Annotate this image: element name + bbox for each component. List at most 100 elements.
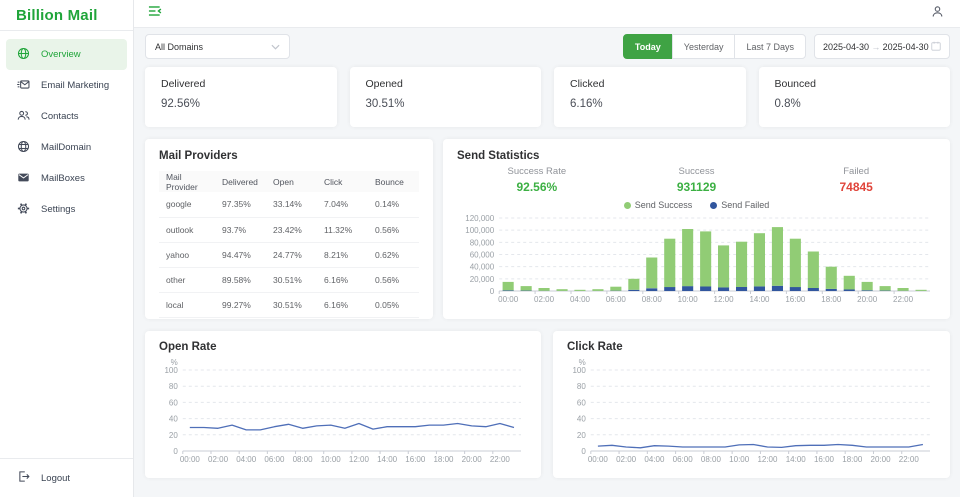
- svg-text:08:00: 08:00: [701, 455, 722, 464]
- summary-value: 74845: [839, 180, 873, 194]
- sidebar-item-contacts[interactable]: Contacts: [6, 101, 127, 132]
- legend-dot-success: [623, 201, 631, 209]
- campaign-icon: [17, 78, 30, 94]
- svg-text:40,000: 40,000: [470, 263, 495, 272]
- svg-text:20: 20: [577, 431, 586, 440]
- stat-cards-row: Delivered 92.56% Opened 30.51% Clicked 6…: [145, 67, 950, 127]
- svg-text:14:00: 14:00: [749, 295, 770, 304]
- svg-text:20,000: 20,000: [470, 275, 495, 284]
- svg-text:04:00: 04:00: [570, 295, 591, 304]
- cell: 11.32%: [317, 217, 368, 243]
- range-button-yesterday[interactable]: Yesterday: [671, 34, 736, 59]
- range-button-last-7-days[interactable]: Last 7 Days: [734, 34, 806, 59]
- logout-label: Logout: [41, 472, 71, 484]
- svg-text:%: %: [171, 358, 178, 367]
- svg-text:08:00: 08:00: [293, 455, 314, 464]
- cell: 8.21%: [317, 242, 368, 268]
- cell: 94.47%: [215, 242, 266, 268]
- open-rate-title: Open Rate: [159, 341, 217, 353]
- date-end[interactable]: 2025-04-30: [882, 41, 929, 52]
- user-icon[interactable]: [931, 5, 944, 23]
- sidebar-item-mailboxes[interactable]: MailBoxes: [6, 163, 127, 194]
- stat-label: Clicked: [570, 78, 605, 90]
- middle-row: Mail Providers Mail Provider Delivered O…: [145, 139, 950, 319]
- sidebar: Billion Mail Overview Email Marketing Co…: [0, 0, 134, 497]
- summary-label: Success Rate: [507, 166, 567, 177]
- col-header: Mail Provider: [159, 171, 215, 192]
- domain-select[interactable]: All Domains: [145, 34, 290, 59]
- svg-text:16:00: 16:00: [814, 455, 835, 464]
- summary-value: 92.56%: [516, 180, 558, 194]
- svg-text:06:00: 06:00: [606, 295, 627, 304]
- sidebar-item-label: Overview: [41, 49, 81, 60]
- cell: 0.14%: [368, 192, 419, 218]
- sidebar-item-settings[interactable]: Settings: [6, 194, 127, 225]
- col-header: Delivered: [215, 171, 266, 192]
- svg-text:0: 0: [581, 447, 586, 456]
- svg-text:02:00: 02:00: [616, 455, 637, 464]
- svg-text:22:00: 22:00: [899, 455, 920, 464]
- sidebar-item-overview[interactable]: Overview: [6, 39, 127, 70]
- range-button-today[interactable]: Today: [622, 34, 673, 59]
- click-rate-chart: 0 20 40 60 80 100 00:00 02:00 04:00 06:00 08:00 10:…: [567, 355, 936, 465]
- cell: 89.58%: [215, 267, 266, 293]
- filter-row: All Domains Today Yesterday Last 7 Days …: [145, 34, 950, 59]
- collapse-menu-icon[interactable]: [148, 4, 162, 23]
- calendar-icon: [931, 41, 941, 53]
- open-rate-card: Open Rate 0 20 40 60 80 100 00:00 02:00 04:00 06:…: [145, 331, 541, 478]
- cell: 30.51%: [266, 267, 317, 293]
- svg-text:18:00: 18:00: [821, 295, 842, 304]
- sidebar-menu: Overview Email Marketing Contacts MailDo…: [0, 31, 133, 225]
- summary-label: Success: [678, 166, 715, 177]
- cell: local: [159, 292, 215, 318]
- date-start[interactable]: 2025-04-30: [823, 41, 870, 52]
- cell: google: [159, 192, 215, 218]
- svg-text:12:00: 12:00: [714, 295, 735, 304]
- chart-legend: Send Success Send Failed: [457, 200, 936, 210]
- table-row: yahoo 94.47% 24.77% 8.21% 0.62%: [159, 242, 419, 268]
- legend-item-send-success[interactable]: Send Success: [623, 200, 692, 210]
- cell: 0.56%: [368, 267, 419, 293]
- svg-text:22:00: 22:00: [490, 455, 511, 464]
- svg-text:60: 60: [169, 398, 178, 407]
- chevron-down-icon: [271, 42, 280, 52]
- click-rate-card: Click Rate 0 20 40 60 80 100 00:00 02:00 04:00 06…: [553, 331, 950, 478]
- mailbox-icon: [17, 171, 30, 187]
- legend-item-send-failed[interactable]: Send Failed: [710, 200, 769, 210]
- logout-button[interactable]: Logout: [0, 459, 133, 497]
- svg-text:22:00: 22:00: [893, 295, 914, 304]
- svg-text:16:00: 16:00: [785, 295, 806, 304]
- summary-success: Success 931129: [617, 166, 777, 194]
- sidebar-item-label: MailDomain: [41, 142, 92, 153]
- svg-text:100: 100: [164, 366, 178, 375]
- cell: 93.7%: [215, 217, 266, 243]
- svg-text:06:00: 06:00: [673, 455, 694, 464]
- svg-text:0: 0: [490, 287, 495, 296]
- stat-label: Delivered: [161, 78, 206, 90]
- col-header: Click: [317, 171, 368, 192]
- click-rate-title: Click Rate: [567, 341, 623, 353]
- cell: 7.04%: [317, 192, 368, 218]
- main-area: All Domains Today Yesterday Last 7 Days …: [134, 0, 960, 497]
- svg-text:20:00: 20:00: [857, 295, 878, 304]
- stat-card-delivered: Delivered 92.56%: [145, 67, 337, 127]
- sidebar-item-label: Contacts: [41, 111, 79, 122]
- svg-text:06:00: 06:00: [264, 455, 285, 464]
- cell: 6.16%: [317, 267, 368, 293]
- bottom-row: Open Rate 0 20 40 60 80 100 00:00 02:00 04:00 06:…: [145, 331, 950, 478]
- sidebar-item-email-marketing[interactable]: Email Marketing: [6, 70, 127, 101]
- sidebar-item-maildomain[interactable]: MailDomain: [6, 132, 127, 163]
- date-range-picker[interactable]: 2025-04-30 → 2025-04-30: [814, 34, 950, 59]
- svg-text:10:00: 10:00: [729, 455, 750, 464]
- svg-text:20:00: 20:00: [462, 455, 483, 464]
- stat-card-clicked: Clicked 6.16%: [554, 67, 746, 127]
- stat-label: Opened: [365, 78, 403, 90]
- svg-text:100,000: 100,000: [465, 226, 494, 235]
- cell: outlook: [159, 217, 215, 243]
- cell: yahoo: [159, 242, 215, 268]
- domain-select-value: All Domains: [155, 41, 204, 52]
- col-header: Open: [266, 171, 317, 192]
- cell: other: [159, 267, 215, 293]
- cell: 97.35%: [215, 192, 266, 218]
